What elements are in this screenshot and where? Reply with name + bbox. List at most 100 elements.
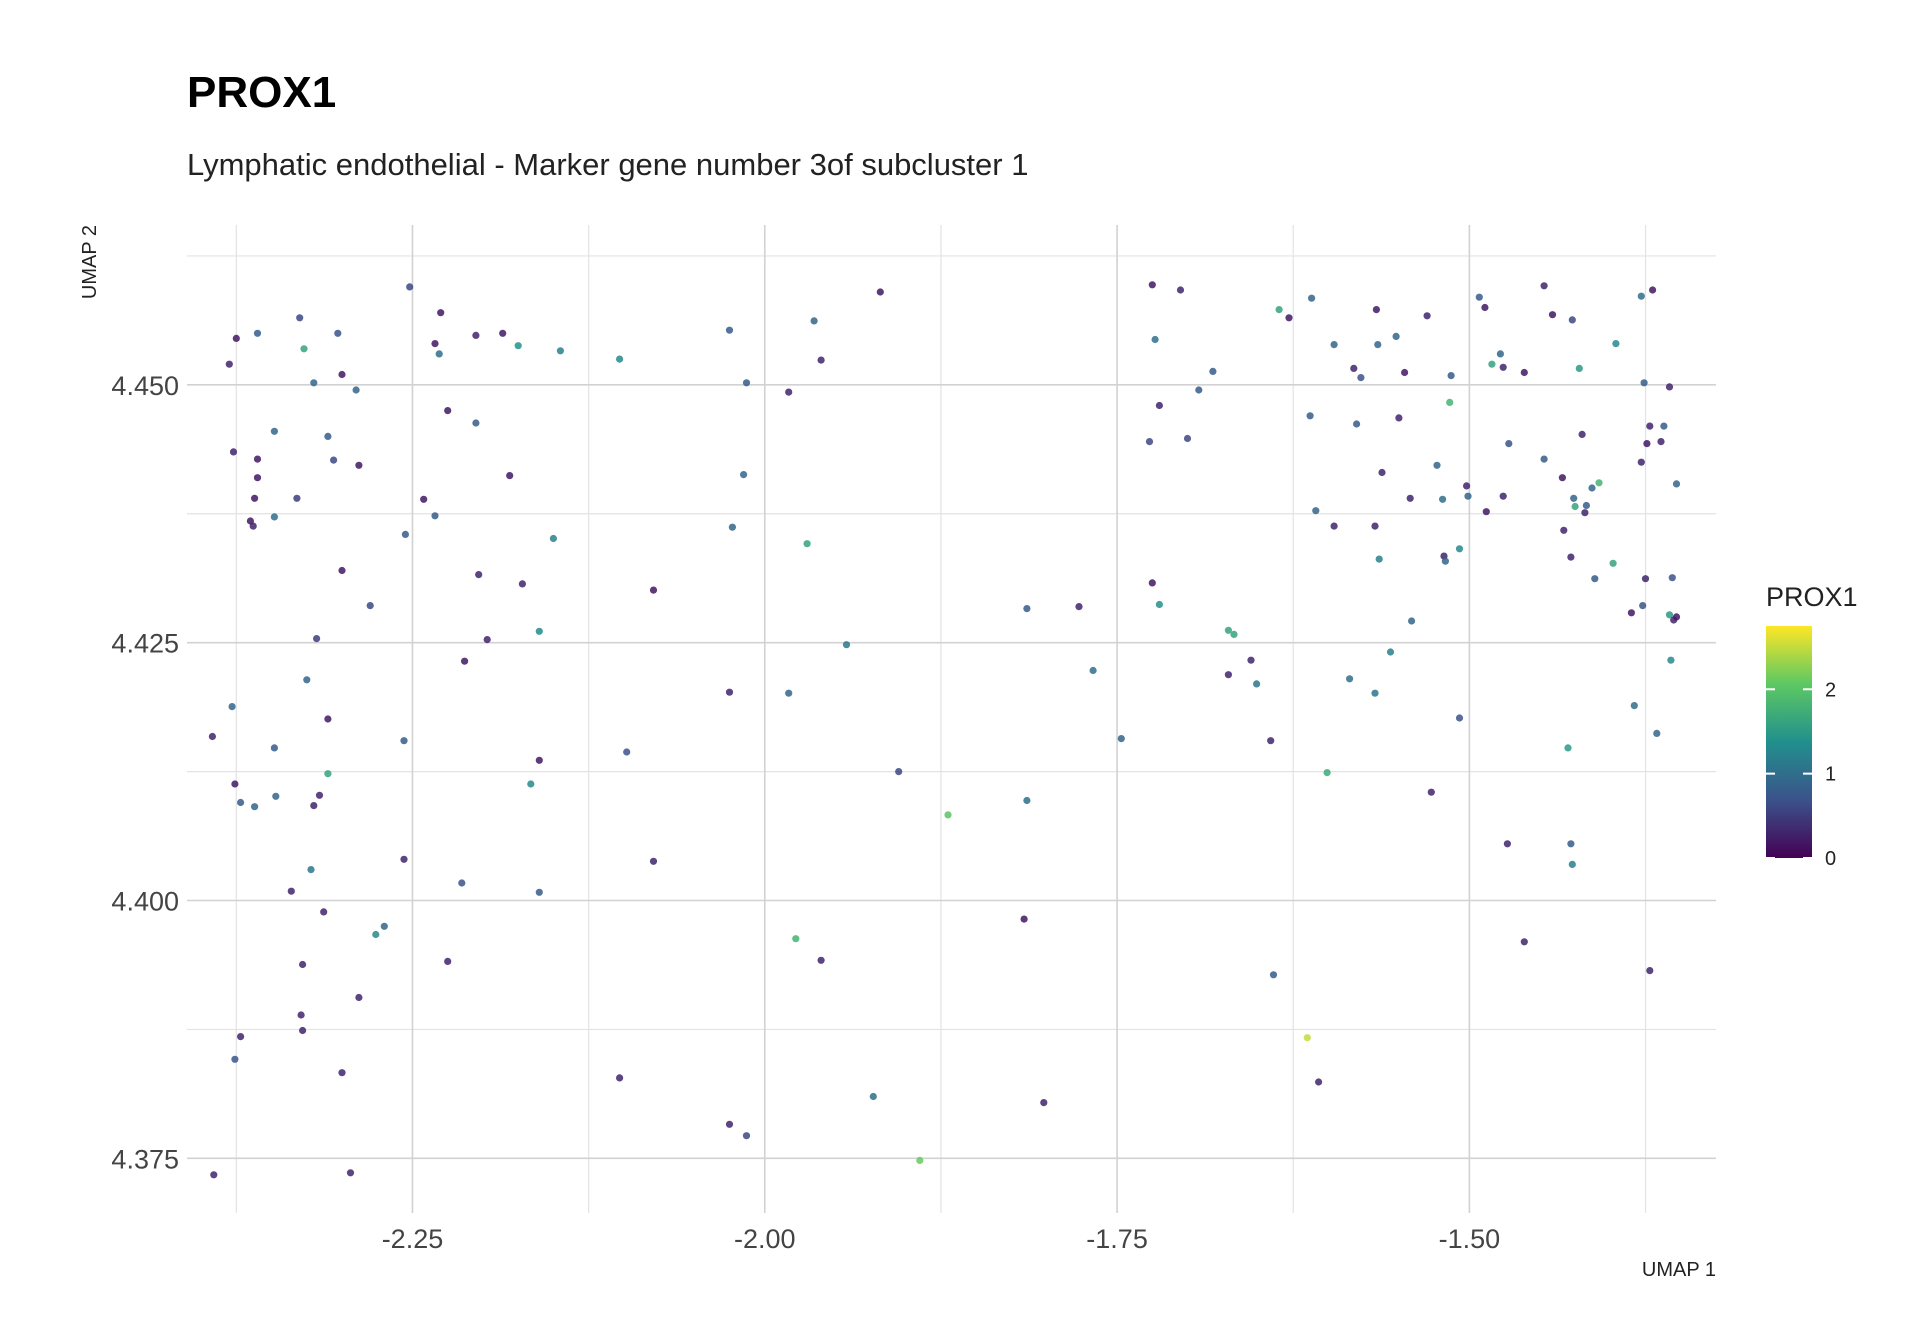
data-point [1423,312,1431,320]
data-point [1323,769,1331,777]
data-point [1151,335,1159,344]
data-point [1630,702,1638,710]
data-point [315,791,324,799]
color-legend: PROX1 0 1 2 [1766,582,1858,870]
data-point [270,427,278,435]
data-point [1346,675,1354,683]
data-point [1303,1034,1311,1042]
data-point [1653,729,1661,738]
data-point [1567,553,1575,561]
data-point [320,908,328,916]
data-point [527,780,535,788]
data-point [287,887,295,895]
data-point [1481,303,1489,312]
data-point [232,334,240,342]
data-point [1145,438,1154,446]
data-point [1665,611,1674,619]
data-point [400,737,408,745]
data-point [725,688,734,696]
data-point [1540,455,1548,463]
data-point [472,419,480,427]
data-point [1353,420,1361,428]
data-point [1155,600,1163,609]
data-point [1503,840,1511,848]
legend-title: PROX1 [1766,582,1858,612]
data-point [1315,1078,1323,1086]
data-point [725,1120,734,1128]
data-point [1275,306,1283,314]
data-point [1374,341,1382,349]
data-point [1575,364,1583,372]
data-point [549,534,558,543]
data-point [1089,666,1097,675]
data-point [1195,386,1203,394]
data-point [1176,286,1185,294]
data-point [401,530,409,539]
data-point [330,456,338,464]
data-point [1475,293,1483,301]
data-point [1075,603,1083,611]
data-point [1646,422,1654,430]
data-point [876,288,884,296]
data-point [1117,735,1125,743]
data-point [475,571,483,579]
data-point [1567,840,1575,848]
data-point [1148,281,1156,289]
data-point [1637,458,1645,466]
data-point [1667,656,1675,664]
data-point [1646,967,1654,975]
y-tick-label: 4.425 [111,629,179,659]
data-point [535,756,543,764]
legend-tick-label: 0 [1825,848,1836,870]
data-point [1581,509,1589,517]
data-point [1378,468,1386,477]
data-point [1627,609,1635,617]
x-tick-label: -2.25 [382,1224,444,1254]
data-point [623,748,631,756]
data-point [1269,971,1278,979]
chart-subtitle: Lymphatic endothelial - Marker gene numb… [187,147,1029,182]
data-point [1308,294,1316,302]
data-point [483,636,491,644]
data-point [237,798,245,807]
data-point [1505,440,1513,448]
data-point [785,689,793,697]
data-point [1591,575,1599,583]
data-point [1253,680,1261,688]
data-point [208,732,216,741]
data-point [649,586,658,594]
data-point [249,522,257,530]
data-point [1306,412,1314,420]
axis-ticks: -2.25 -2.00 -1.75 -1.50 4.375 4.400 4.425 4.450 [111,371,1500,1254]
data-point [1023,605,1031,613]
data-point [1558,474,1566,482]
data-point [1395,414,1403,422]
data-point [1330,522,1338,530]
data-point [514,342,522,350]
data-point [1639,602,1647,610]
data-point [1392,332,1400,340]
chart-title: PROX1 [187,68,337,117]
data-point [792,935,800,943]
data-point [229,448,238,456]
data-point [431,512,439,520]
data-point [1230,630,1238,639]
data-point [1209,367,1217,375]
data-point [406,283,414,291]
data-point [1224,626,1232,634]
data-point [1040,1099,1048,1107]
data-point [1609,559,1617,567]
data-point [1578,430,1586,438]
data-point [1464,492,1472,500]
data-point [338,566,346,575]
data-point [1371,689,1379,697]
data-point [1155,401,1163,410]
grid-lines [187,225,1716,1213]
data-point [1672,480,1681,488]
data-point [944,811,952,819]
data-point [1427,788,1435,796]
data-point [842,641,851,649]
data-point [1224,671,1232,679]
data-point [895,768,903,776]
data-point [253,455,262,463]
